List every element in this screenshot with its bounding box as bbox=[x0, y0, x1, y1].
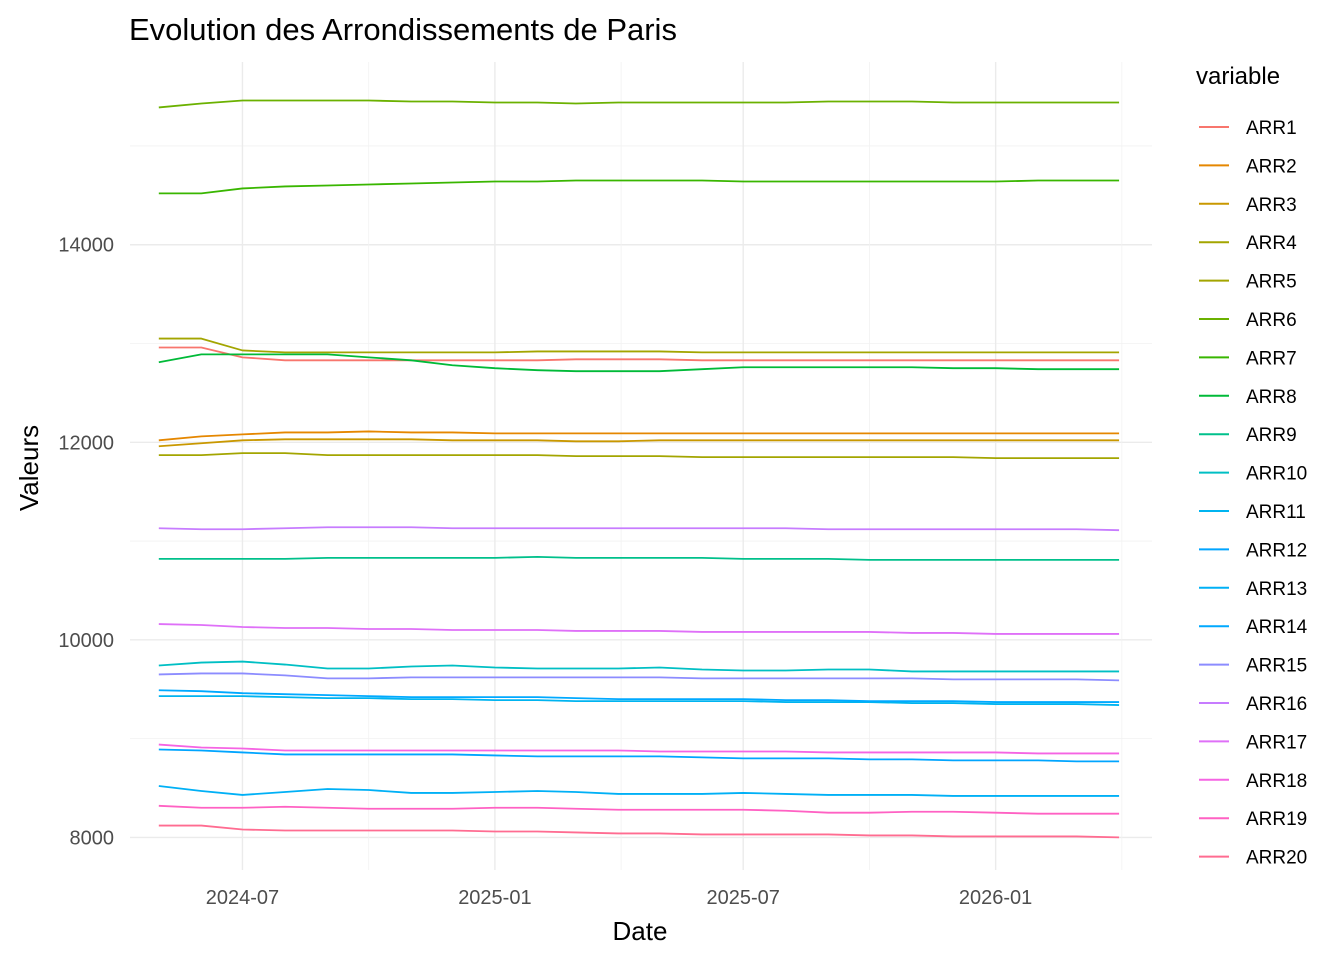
x-axis-title: Date bbox=[613, 916, 668, 946]
legend-item-arr17: ARR17 bbox=[1199, 732, 1307, 753]
series-line-arr20 bbox=[158, 824, 1120, 839]
legend-label: ARR15 bbox=[1246, 656, 1307, 677]
legend-item-arr4: ARR4 bbox=[1199, 233, 1297, 254]
series-line-arr8 bbox=[158, 353, 1120, 373]
series-line-arr16 bbox=[158, 526, 1120, 532]
legend-item-arr1: ARR1 bbox=[1199, 118, 1297, 139]
series-line-arr19 bbox=[158, 804, 1120, 815]
x-tick-label: 2024-07 bbox=[206, 887, 279, 909]
legend-item-arr2: ARR2 bbox=[1199, 156, 1297, 177]
x-tick-label: 2026-01 bbox=[959, 887, 1032, 909]
legend-item-arr6: ARR6 bbox=[1199, 310, 1297, 331]
series-line-arr9 bbox=[158, 555, 1120, 561]
series-line-arr1 bbox=[158, 346, 1120, 362]
legend-item-arr20: ARR20 bbox=[1199, 848, 1307, 869]
legend: variable ARR1ARR2ARR3ARR4ARR5ARR6ARR7ARR… bbox=[1196, 63, 1308, 869]
series-line-arr15 bbox=[158, 672, 1120, 682]
legend-item-arr19: ARR19 bbox=[1199, 809, 1307, 830]
series-line-arr5 bbox=[158, 452, 1120, 459]
series-line-arr17 bbox=[158, 623, 1120, 635]
legend-item-arr14: ARR14 bbox=[1199, 617, 1308, 638]
legend-label: ARR16 bbox=[1246, 694, 1307, 715]
legend-label: ARR12 bbox=[1246, 540, 1307, 561]
axes: 8000 10000 12000 14000 2024-07 2025-01 2025-07… bbox=[58, 235, 1032, 909]
y-axis-title: Valeurs bbox=[14, 425, 44, 511]
series-line-arr3 bbox=[158, 438, 1120, 448]
legend-label: ARR7 bbox=[1246, 348, 1297, 369]
x-tick-label: 2025-01 bbox=[458, 887, 531, 909]
legend-item-arr18: ARR18 bbox=[1199, 771, 1307, 792]
legend-label: ARR18 bbox=[1246, 771, 1307, 792]
series-line-arr18 bbox=[158, 743, 1120, 755]
legend-item-arr7: ARR7 bbox=[1199, 348, 1297, 369]
legend-item-arr10: ARR10 bbox=[1199, 464, 1307, 485]
legend-label: ARR8 bbox=[1246, 387, 1297, 408]
legend-label: ARR4 bbox=[1246, 233, 1297, 254]
legend-item-arr15: ARR15 bbox=[1199, 656, 1307, 677]
legend-title: variable bbox=[1196, 63, 1280, 90]
legend-item-arr11: ARR11 bbox=[1199, 502, 1306, 523]
legend-label: ARR5 bbox=[1246, 272, 1297, 293]
legend-label: ARR17 bbox=[1246, 732, 1307, 753]
series-line-arr14 bbox=[158, 689, 1120, 703]
series-line-arr2 bbox=[158, 430, 1120, 442]
legend-label: ARR14 bbox=[1246, 617, 1308, 638]
legend-item-arr5: ARR5 bbox=[1199, 272, 1297, 293]
legend-label: ARR11 bbox=[1246, 502, 1306, 523]
series-line-arr6 bbox=[158, 99, 1120, 109]
legend-label: ARR10 bbox=[1246, 464, 1307, 485]
chart-title: Evolution des Arrondissements de Paris bbox=[129, 12, 677, 47]
legend-label: ARR19 bbox=[1246, 809, 1307, 830]
legend-label: ARR3 bbox=[1246, 195, 1297, 216]
legend-item-arr16: ARR16 bbox=[1199, 694, 1307, 715]
series-line-arr11 bbox=[158, 695, 1120, 706]
legend-item-arr13: ARR13 bbox=[1199, 579, 1307, 600]
legend-label: ARR1 bbox=[1246, 118, 1297, 139]
legend-item-arr8: ARR8 bbox=[1199, 387, 1297, 408]
legend-item-arr9: ARR9 bbox=[1199, 425, 1297, 446]
x-tick-label: 2025-07 bbox=[706, 887, 779, 909]
series-lines bbox=[158, 99, 1120, 839]
legend-label: ARR9 bbox=[1246, 425, 1297, 446]
series-line-arr13 bbox=[158, 785, 1120, 797]
legend-label: ARR6 bbox=[1246, 310, 1297, 331]
series-line-arr7 bbox=[158, 179, 1120, 195]
series-line-arr4 bbox=[158, 337, 1120, 354]
legend-label: ARR2 bbox=[1246, 156, 1297, 177]
gridlines bbox=[130, 62, 1152, 870]
legend-label: ARR13 bbox=[1246, 579, 1307, 600]
series-line-arr12 bbox=[158, 748, 1120, 763]
y-tick-label: 14000 bbox=[58, 235, 114, 257]
legend-item-arr12: ARR12 bbox=[1199, 540, 1307, 561]
y-tick-label: 8000 bbox=[70, 827, 115, 849]
y-tick-label: 10000 bbox=[58, 630, 114, 652]
y-tick-label: 12000 bbox=[58, 432, 114, 454]
series-line-arr10 bbox=[158, 660, 1120, 673]
legend-items: ARR1 ARR2 ARR3 ARR4 ARR5 ARR6 ARR7 ARR8 ARR9 ARR1… bbox=[1199, 118, 1308, 869]
legend-item-arr3: ARR3 bbox=[1199, 195, 1297, 216]
legend-label: ARR20 bbox=[1246, 848, 1307, 869]
